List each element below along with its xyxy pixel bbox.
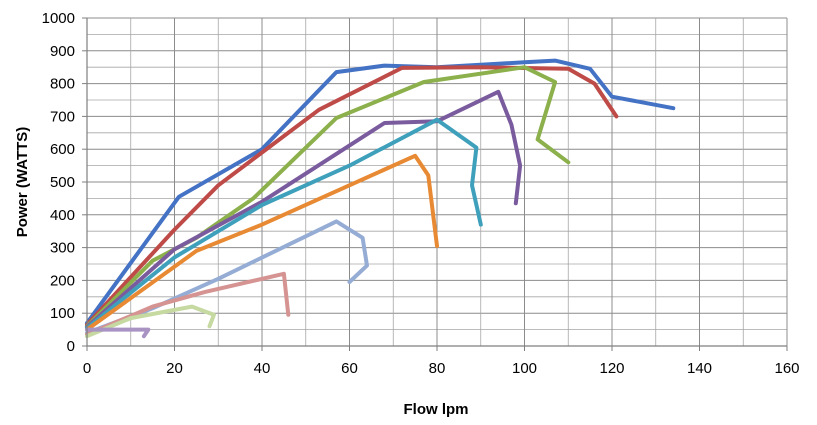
- x-tick-label: 100: [512, 360, 537, 377]
- series-line-10: [85, 327, 151, 339]
- y-tick-label: 300: [50, 240, 75, 257]
- y-tick-label: 400: [50, 207, 75, 224]
- y-axis-title: Power (WATTS): [14, 127, 31, 238]
- x-tick-label: 20: [166, 360, 183, 377]
- series-line-2: [85, 65, 619, 327]
- y-tick-label: 1000: [42, 10, 75, 27]
- y-tick-label: 100: [50, 305, 75, 322]
- chart-axes: [82, 17, 788, 351]
- y-tick-label: 0: [67, 338, 75, 355]
- x-axis-title: Flow lpm: [404, 401, 469, 418]
- series-line-4: [85, 89, 523, 329]
- y-tick-label: 800: [50, 76, 75, 93]
- series-line-5: [85, 117, 483, 330]
- x-tick-label: 0: [83, 360, 91, 377]
- x-tick-label: 160: [774, 360, 799, 377]
- series-line-6: [85, 153, 439, 332]
- y-tick-label: 600: [50, 141, 75, 158]
- y-tick-label: 900: [50, 43, 75, 60]
- x-axis-tick-labels: 0 20 40 60 80 100 120 140 160: [83, 360, 800, 377]
- y-tick-label: 200: [50, 272, 75, 289]
- y-tick-label: 500: [50, 174, 75, 191]
- x-tick-label: 140: [687, 360, 712, 377]
- y-axis-tick-labels: 0 100 200 300 400 500 600 700 800 900 1000: [42, 10, 75, 355]
- y-tick-label: 700: [50, 108, 75, 125]
- series-line-8: [85, 271, 291, 337]
- x-tick-label: 120: [599, 360, 624, 377]
- x-tick-label: 80: [429, 360, 446, 377]
- chart-series: [85, 58, 676, 339]
- x-tick-label: 40: [254, 360, 271, 377]
- series-line-9: [85, 304, 216, 339]
- x-tick-label: 60: [341, 360, 358, 377]
